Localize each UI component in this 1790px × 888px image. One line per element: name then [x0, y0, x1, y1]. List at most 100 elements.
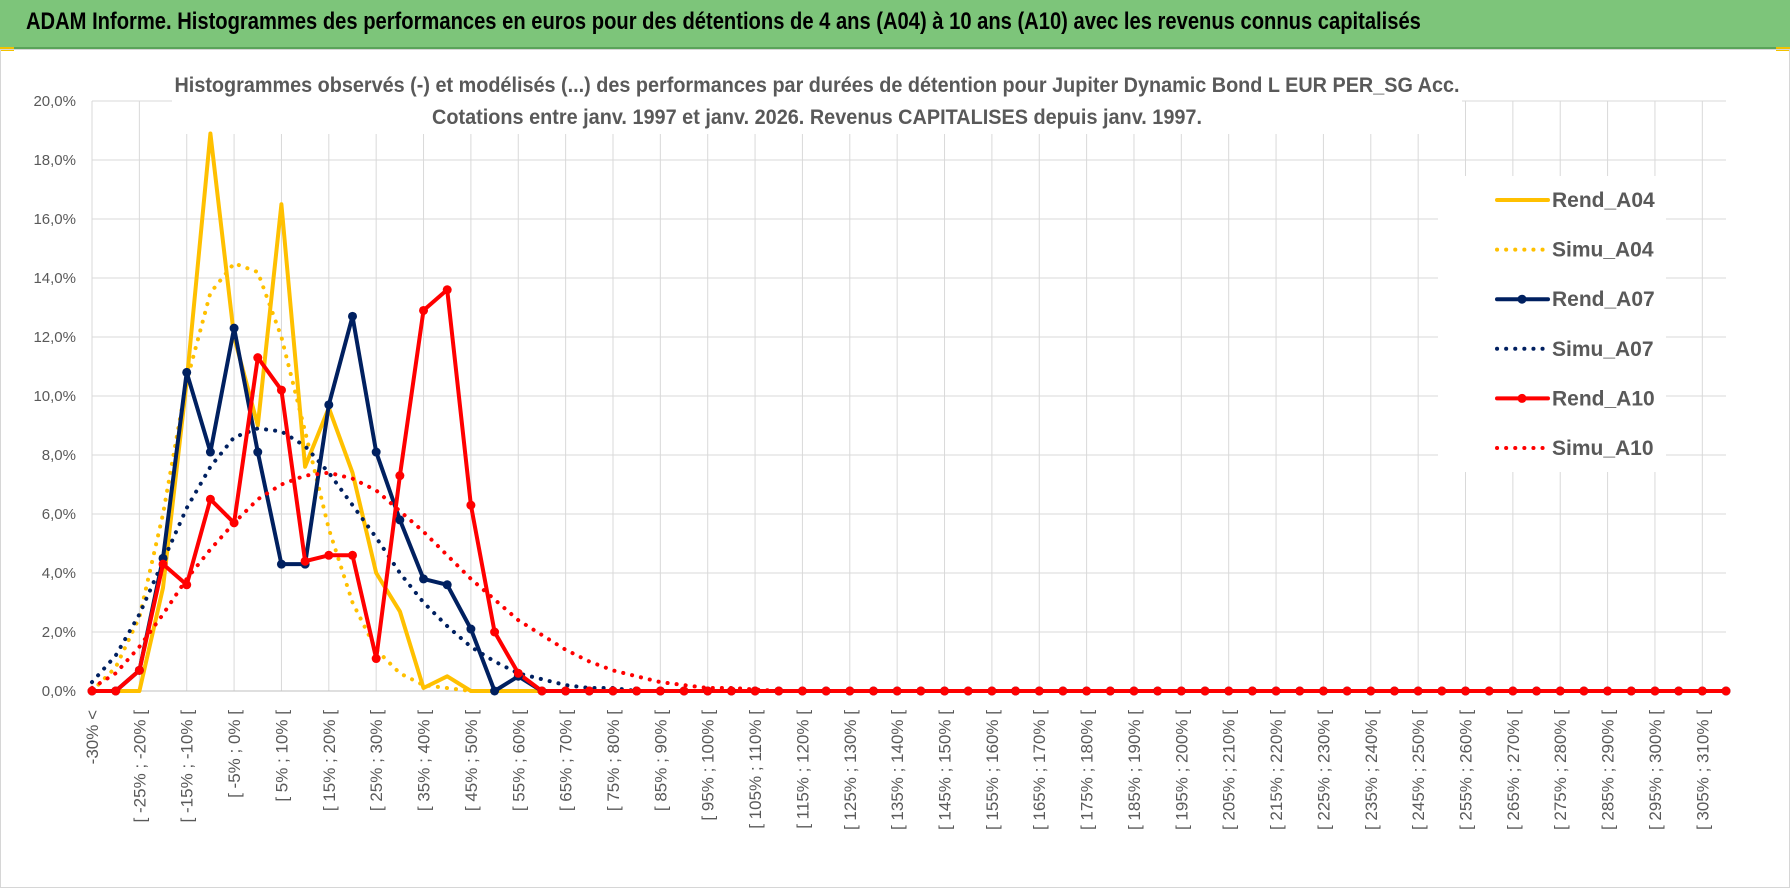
data-point-rend-a10 — [1626, 686, 1636, 696]
x-tick-label: [ -15% ; -10% [ — [178, 710, 197, 823]
x-tick-label: -30% < — [83, 710, 102, 764]
x-tick-label: [ 215% ; 220% [ — [1267, 710, 1286, 830]
data-point-rend-a10 — [158, 559, 168, 569]
legend-label: Rend_A07 — [1552, 288, 1655, 311]
x-tick-label: [ 55% ; 60% [ — [509, 710, 528, 811]
x-tick-label: [ 155% ; 160% [ — [983, 710, 1002, 830]
chart-subtitle: Cotations entre janv. 1997 et janv. 2026… — [432, 106, 1202, 129]
data-point-rend-a10 — [182, 580, 192, 590]
x-tick-label: [ 205% ; 210% [ — [1220, 710, 1239, 830]
data-point-rend-a10 — [1176, 686, 1186, 696]
y-tick-label: 16,0% — [33, 211, 76, 228]
data-point-rend-a07 — [347, 311, 357, 321]
data-point-rend-a10 — [442, 285, 452, 295]
x-tick-label: [ 265% ; 270% [ — [1504, 710, 1523, 830]
data-point-rend-a07 — [182, 367, 192, 377]
data-point-rend-a10 — [1034, 686, 1044, 696]
data-point-rend-a10 — [1721, 686, 1731, 696]
data-point-rend-a10 — [1413, 686, 1423, 696]
data-point-rend-a10 — [537, 686, 547, 696]
data-point-rend-a10 — [750, 686, 760, 696]
x-tick-label: [ 85% ; 90% [ — [651, 710, 670, 811]
y-tick-label: 2,0% — [42, 624, 76, 641]
legend: Rend_A04 Simu_A04 Rend_A07 Simu_A07 Rend_A10… — [1438, 176, 1666, 472]
x-tick-label: [ 255% ; 260% [ — [1457, 710, 1476, 830]
data-point-rend-a10 — [892, 686, 902, 696]
data-point-rend-a10 — [466, 500, 476, 510]
x-tick-label: [ -25% ; -20% [ — [130, 710, 149, 823]
x-tick-label: [ 105% ; 110% [ — [746, 710, 765, 829]
x-tick-label: [ -5% ; 0% [ — [225, 710, 244, 798]
data-point-rend-a10 — [1295, 686, 1305, 696]
data-point-rend-a10 — [1318, 686, 1328, 696]
data-point-rend-a10 — [632, 686, 642, 696]
data-point-rend-a10 — [703, 686, 713, 696]
data-point-rend-a10 — [395, 471, 405, 481]
data-point-rend-a10 — [324, 550, 334, 560]
data-point-rend-a10 — [1271, 686, 1281, 696]
x-tick-label: [ 145% ; 150% [ — [936, 710, 955, 830]
data-point-rend-a10 — [963, 686, 973, 696]
data-point-rend-a10 — [561, 686, 571, 696]
data-point-rend-a10 — [797, 686, 807, 696]
data-point-rend-a10 — [1532, 686, 1542, 696]
x-tick-label: [ 115% ; 120% [ — [793, 710, 812, 829]
data-point-rend-a07 — [276, 559, 286, 569]
x-tick-label: [ 75% ; 80% [ — [604, 710, 623, 811]
data-point-rend-a10 — [419, 305, 429, 315]
data-point-rend-a07 — [229, 323, 239, 333]
data-point-rend-a10 — [1555, 686, 1565, 696]
y-axis: 0,0% 2,0% 4,0% 6,0% 8,0% 10,0% 12,0% 14,0% 16,0%… — [33, 93, 76, 700]
data-point-rend-a07 — [395, 515, 405, 525]
data-point-rend-a10 — [1461, 686, 1471, 696]
grid-layer — [91, 100, 1726, 692]
x-tick-label: [ 25% ; 30% [ — [367, 710, 386, 811]
data-point-rend-a10 — [253, 353, 263, 363]
legend-label: Simu_A04 — [1552, 239, 1654, 262]
legend-marker — [1517, 294, 1527, 304]
data-point-rend-a07 — [371, 447, 381, 457]
data-point-rend-a10 — [1342, 686, 1352, 696]
header-title: ADAM Informe. Histogrammes des performan… — [26, 8, 1421, 35]
data-point-rend-a10 — [1437, 686, 1447, 696]
data-point-rend-a10 — [1082, 686, 1092, 696]
data-point-rend-a10 — [1603, 686, 1613, 696]
y-tick-label: 6,0% — [42, 506, 76, 523]
data-point-rend-a07 — [205, 447, 215, 457]
x-tick-label: [ 135% ; 140% [ — [888, 710, 907, 830]
legend-label: Simu_A10 — [1552, 437, 1654, 460]
data-point-rend-a10 — [655, 686, 665, 696]
x-tick-label: [ 245% ; 250% [ — [1409, 710, 1428, 830]
legend-label: Simu_A07 — [1552, 338, 1654, 361]
data-point-rend-a10 — [940, 686, 950, 696]
data-point-rend-a10 — [1674, 686, 1684, 696]
x-tick-label: [ 235% ; 240% [ — [1362, 710, 1381, 830]
data-point-rend-a07 — [419, 574, 429, 584]
data-point-rend-a10 — [300, 556, 310, 566]
x-tick-label: [ 175% ; 180% [ — [1078, 710, 1097, 830]
x-tick-label: [ 5% ; 10% [ — [272, 710, 291, 802]
data-point-rend-a10 — [916, 686, 926, 696]
x-tick-label: [ 15% ; 20% [ — [320, 710, 339, 811]
legend-label: Rend_A10 — [1552, 387, 1655, 410]
data-point-rend-a10 — [490, 627, 500, 637]
legend-marker — [1517, 393, 1527, 403]
chart-title: Histogrammes observés (-) et modélisés (… — [175, 74, 1460, 97]
data-point-rend-a07 — [442, 580, 452, 590]
data-point-rend-a10 — [845, 686, 855, 696]
data-point-rend-a10 — [1224, 686, 1234, 696]
x-tick-label: [ 295% ; 300% [ — [1646, 710, 1665, 830]
header-banner: ADAM Informe. Histogrammes des performan… — [0, 0, 1790, 49]
x-tick-label: [ 35% ; 40% [ — [415, 710, 434, 811]
x-tick-label: [ 305% ; 310% [ — [1693, 710, 1712, 830]
y-tick-label: 14,0% — [33, 270, 76, 287]
x-axis: -30% < [ -25% ; -20% [ [ -15% ; -10% [ [ -5… — [83, 710, 1712, 830]
data-point-rend-a10 — [584, 686, 594, 696]
data-point-rend-a10 — [1508, 686, 1518, 696]
data-point-rend-a07 — [253, 447, 263, 457]
data-point-rend-a07 — [324, 400, 334, 410]
legend-box — [1438, 176, 1666, 472]
data-point-rend-a10 — [229, 518, 239, 528]
x-tick-label: [ 225% ; 230% [ — [1314, 710, 1333, 830]
data-point-rend-a10 — [1366, 686, 1376, 696]
